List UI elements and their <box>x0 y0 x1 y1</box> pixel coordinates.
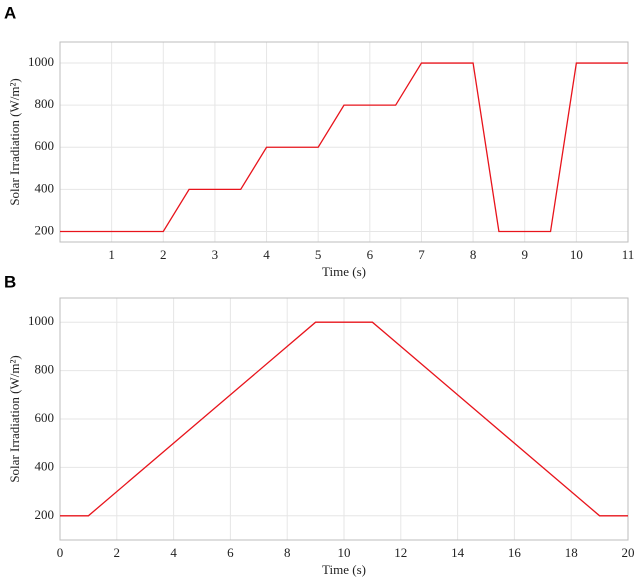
data-line <box>60 321 628 517</box>
y-axis-label: Solar Irradiation (W/m²) <box>7 78 22 205</box>
y-axis-label: Solar Irradiation (W/m²) <box>7 355 22 482</box>
x-tick-label: 20 <box>622 545 635 560</box>
x-tick-label: 12 <box>394 545 407 560</box>
x-tick-label: 14 <box>451 545 465 560</box>
data-line <box>60 62 628 233</box>
panel-label: A <box>4 3 16 22</box>
x-tick-label: 16 <box>508 545 522 560</box>
x-tick-label: 2 <box>114 545 121 560</box>
y-tick-label: 200 <box>35 222 55 237</box>
x-tick-label: 10 <box>338 545 351 560</box>
x-tick-label: 1 <box>108 247 115 262</box>
x-tick-label: 3 <box>212 247 219 262</box>
x-tick-label: 8 <box>470 247 477 262</box>
x-tick-label: 4 <box>263 247 270 262</box>
plot-frame <box>59 41 629 243</box>
y-tick-label: 400 <box>35 458 55 473</box>
x-tick-label: 10 <box>570 247 583 262</box>
y-tick-label: 200 <box>35 507 55 522</box>
x-tick-label: 0 <box>57 545 64 560</box>
x-tick-label: 8 <box>284 545 291 560</box>
x-tick-label: 9 <box>521 247 528 262</box>
x-tick-label: 11 <box>622 247 635 262</box>
y-tick-label: 400 <box>35 180 55 195</box>
panel-label: B <box>4 272 16 291</box>
x-tick-label: 2 <box>160 247 167 262</box>
x-tick-label: 7 <box>418 247 425 262</box>
x-tick-label: 4 <box>170 545 177 560</box>
y-tick-label: 800 <box>35 362 55 377</box>
x-tick-label: 5 <box>315 247 322 262</box>
y-tick-label: 1000 <box>28 54 54 69</box>
x-tick-label: 6 <box>367 247 374 262</box>
x-tick-label: 18 <box>565 545 578 560</box>
x-axis-label: Time (s) <box>322 264 366 279</box>
x-axis-label: Time (s) <box>322 562 366 577</box>
y-tick-label: 600 <box>35 138 55 153</box>
plot-frame <box>59 297 629 541</box>
y-tick-label: 600 <box>35 410 55 425</box>
y-tick-label: 800 <box>35 96 55 111</box>
x-tick-label: 6 <box>227 545 234 560</box>
y-tick-label: 1000 <box>28 313 54 328</box>
